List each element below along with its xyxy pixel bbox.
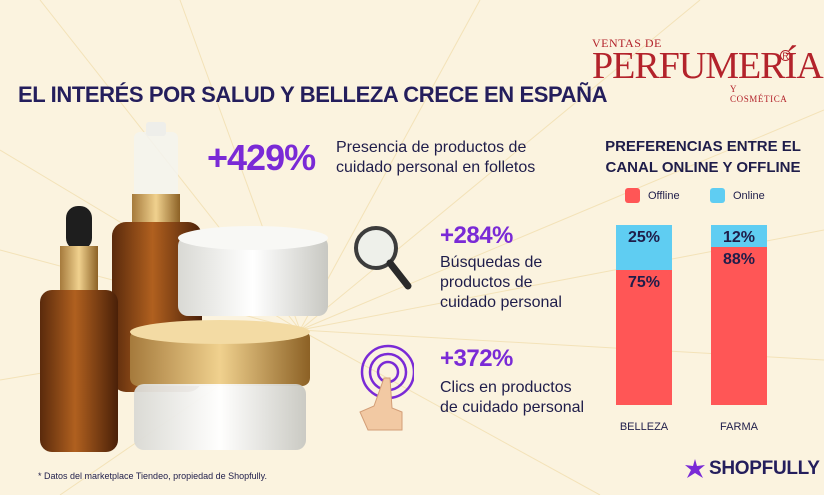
stat-clics-description: Clics en productos de cuidado personal xyxy=(440,378,584,418)
stat-folletos-line1: Presencia de productos de xyxy=(336,139,527,156)
logo-registered-mark: R xyxy=(780,50,791,61)
stat-clics-line1: Clics en productos xyxy=(440,379,572,396)
stat-busquedas-line2: productos de xyxy=(440,274,533,291)
legend-offline-label: Offline xyxy=(648,189,680,202)
magnifying-glass-icon xyxy=(354,226,412,290)
page-title: EL INTERÉS POR SALUD Y BELLEZA CRECE EN … xyxy=(18,82,608,107)
legend-online-swatch xyxy=(710,188,725,203)
dropper-bottle xyxy=(40,206,118,452)
bar-label-offline-belleza: 75% xyxy=(627,274,661,291)
legend-online: Online xyxy=(710,188,765,203)
bar-label-offline-farma: 88% xyxy=(722,250,756,268)
bar-segment-offline-belleza xyxy=(616,270,672,405)
legend-online-label: Online xyxy=(733,189,765,202)
bar-segment-online-farma xyxy=(711,225,767,247)
stat-clics-value: +372% xyxy=(440,345,513,372)
finger-tap-icon xyxy=(359,344,414,431)
bar-label-online-belleza: 25% xyxy=(627,229,661,246)
footer-note: * Datos del marketplace Tiendeo, propied… xyxy=(38,471,267,481)
shopfully-brand-text: SHOPFULLY xyxy=(709,458,820,479)
legend-offline-swatch xyxy=(625,188,640,203)
bar-segment-online-belleza xyxy=(616,225,672,270)
stat-folletos-description: Presencia de productos de cuidado person… xyxy=(336,138,535,178)
white-cream-jar xyxy=(178,226,328,316)
perfumeria-logo: VENTAS DE PERFUMERÍA R Y COSMÉTICA xyxy=(592,36,824,104)
stat-folletos-value: +429% xyxy=(207,137,316,178)
category-label-farma: FARMA xyxy=(720,421,758,433)
stat-clics-line2: de cuidado personal xyxy=(440,399,585,416)
stat-busquedas-line3: cuidado personal xyxy=(440,294,562,311)
chart-title: PREFERENCIAS ENTRE EL CANAL ONLINE Y OFF… xyxy=(605,138,801,176)
cosmetic-products-illustration xyxy=(40,122,328,452)
bar-segment-offline-farma xyxy=(711,246,767,405)
stat-busquedas-line1: Búsquedas de xyxy=(440,254,543,271)
stacked-bar-chart: 75% 25% BELLEZA 88% 12% FARMA xyxy=(600,225,810,435)
shopfully-logo: SHOPFULLY xyxy=(684,458,820,480)
stat-busquedas-value: +284% xyxy=(440,222,513,249)
gold-cream-jar xyxy=(130,320,310,450)
bar-label-online-farma: 12% xyxy=(722,229,756,246)
logo-sub-text: Y COSMÉTICA xyxy=(730,84,788,104)
shopfully-star-icon xyxy=(685,459,705,478)
legend-offline: Offline xyxy=(625,188,680,203)
logo-top-text: VENTAS DE xyxy=(592,36,662,50)
stat-folletos-line2: cuidado personal en folletos xyxy=(336,159,536,176)
stat-busquedas-description: Búsquedas de productos de cuidado person… xyxy=(440,253,562,313)
category-label-belleza: BELLEZA xyxy=(619,421,669,433)
